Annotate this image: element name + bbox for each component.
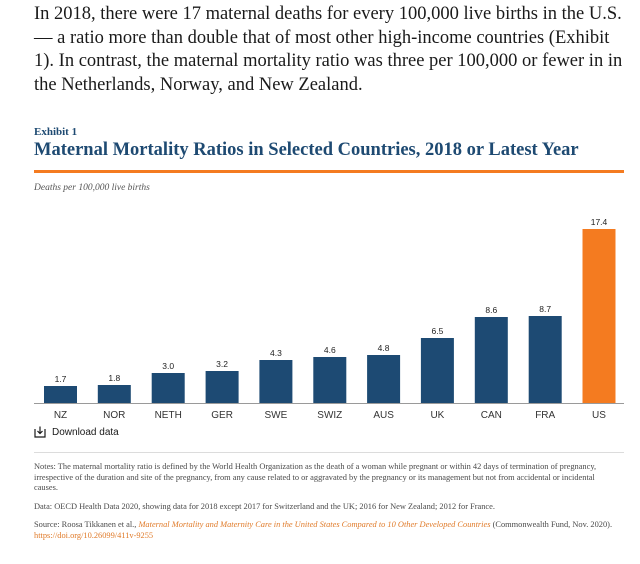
- value-label-us: 17.4: [591, 217, 608, 227]
- value-label-fra: 8.7: [539, 304, 551, 314]
- bar-aus: [367, 355, 401, 403]
- source-title-link[interactable]: Maternal Mortality and Maternity Care in…: [138, 520, 491, 529]
- bar-neth: [151, 373, 185, 403]
- source-suffix: (Commonwealth Fund, Nov. 2020).: [490, 520, 613, 529]
- tick-label-aus: AUS: [373, 410, 394, 420]
- tick-label-us: US: [592, 410, 606, 420]
- tick-label-swe: SWE: [265, 410, 288, 420]
- tick-label-nz: NZ: [54, 410, 67, 420]
- download-icon: [34, 426, 46, 438]
- source-doi-link[interactable]: https://doi.org/10.26099/411v-9255: [34, 530, 154, 540]
- download-data-button[interactable]: Download data: [34, 426, 119, 438]
- bar-swe: [259, 360, 293, 403]
- bar-us: [582, 229, 616, 403]
- bar-ger: [205, 371, 239, 403]
- title-rule: [34, 170, 624, 173]
- notes-source: Source: Roosa Tikkanen et al., Maternal …: [34, 520, 619, 541]
- exhibit-label: Exhibit 1: [34, 126, 78, 138]
- intro-paragraph: In 2018, there were 17 maternal deaths f…: [34, 4, 623, 95]
- notes-data-source: Data: OECD Health Data 2020, showing dat…: [34, 501, 495, 511]
- tick-label-fra: FRA: [535, 410, 555, 420]
- bar-can: [474, 317, 508, 403]
- bar-nor: [97, 385, 131, 403]
- bar-fra: [528, 316, 562, 403]
- tick-label-swiz: SWIZ: [317, 410, 342, 420]
- bar-chart: 1.7 NZ 1.8 NOR 3.0 NETH 3.2 GER 4.3 SWE 4.6 SWIZ 4.8…: [34, 217, 624, 420]
- chart-title: Maternal Mortality Ratios in Selected Co…: [34, 140, 579, 160]
- bar-uk: [420, 338, 454, 403]
- notes-definition: Notes: The maternal mortality ratio is d…: [34, 462, 597, 492]
- tick-label-can: CAN: [481, 410, 502, 420]
- value-label-swiz: 4.6: [324, 345, 336, 355]
- tick-label-nor: NOR: [103, 410, 125, 420]
- download-data-label: Download data: [52, 426, 119, 438]
- value-label-nor: 1.8: [108, 373, 120, 383]
- tick-label-neth: NETH: [155, 410, 182, 420]
- bar-swiz: [313, 357, 347, 403]
- value-label-can: 8.6: [485, 305, 497, 315]
- source-prefix: Source: Roosa Tikkanen et al.,: [34, 520, 139, 529]
- value-label-nz: 1.7: [55, 374, 67, 384]
- value-label-aus: 4.8: [378, 343, 390, 353]
- notes-divider: [34, 452, 624, 453]
- value-label-swe: 4.3: [270, 348, 282, 358]
- value-label-ger: 3.2: [216, 359, 228, 369]
- value-label-neth: 3.0: [162, 361, 174, 371]
- notes-section: Notes: The maternal mortality ratio is d…: [34, 462, 619, 549]
- tick-label-ger: GER: [211, 410, 233, 420]
- bar-nz: [44, 386, 77, 403]
- y-axis-label: Deaths per 100,000 live births: [34, 183, 150, 193]
- value-label-uk: 6.5: [431, 326, 443, 336]
- tick-label-uk: UK: [430, 410, 444, 420]
